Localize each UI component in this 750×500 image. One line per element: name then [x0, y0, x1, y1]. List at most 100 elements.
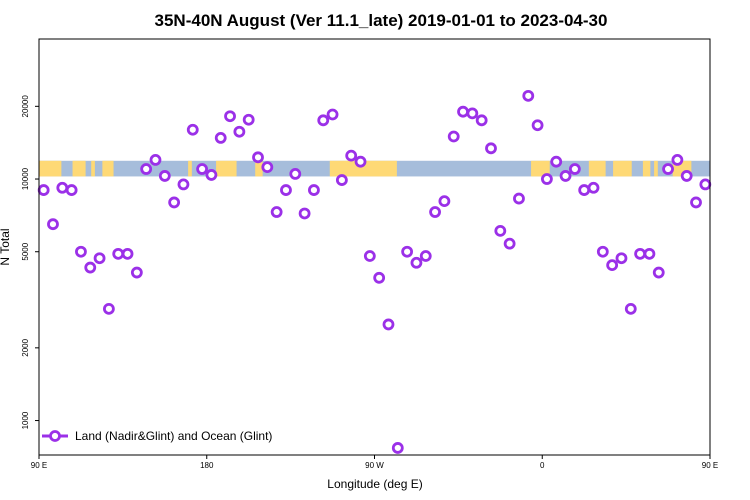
data-points: [37, 89, 712, 454]
x-axis: 90 E 180 90 W 0 90 E: [31, 455, 718, 470]
data-point: [93, 252, 106, 265]
band-land-segment: [531, 160, 550, 177]
surface-band: [39, 160, 710, 177]
x-tick-label: 90 E: [702, 461, 718, 470]
data-point: [37, 184, 50, 196]
legend-marker: [49, 430, 61, 442]
data-point: [634, 247, 647, 260]
data-point: [112, 247, 125, 260]
data-point: [568, 163, 581, 175]
data-point: [513, 192, 525, 205]
data-point: [391, 442, 404, 454]
data-point: [140, 163, 153, 175]
band-land-segment: [329, 160, 397, 177]
band-land-segment: [102, 160, 114, 177]
data-point: [401, 245, 414, 258]
band-land-segment: [642, 160, 651, 177]
band-land-segment: [216, 160, 237, 177]
data-point: [680, 170, 693, 182]
data-point: [177, 178, 190, 191]
data-point: [578, 184, 591, 196]
data-point: [624, 302, 637, 315]
data-point: [261, 161, 274, 174]
data-point: [186, 123, 199, 136]
x-tick-label: 90 E: [31, 461, 47, 470]
data-point: [596, 245, 609, 258]
data-point: [531, 119, 544, 132]
data-point: [643, 247, 656, 260]
data-point: [75, 245, 87, 258]
data-point: [419, 250, 432, 262]
data-point: [308, 184, 320, 196]
data-point: [522, 89, 535, 102]
data-point: [149, 154, 162, 166]
band-land-segment: [588, 160, 606, 177]
data-point: [671, 154, 684, 166]
data-point: [224, 110, 236, 123]
data-point: [373, 271, 386, 284]
data-point: [382, 318, 395, 331]
data-point: [121, 247, 134, 260]
data-point: [205, 169, 218, 181]
plot-frame: [38, 38, 711, 456]
data-point: [699, 178, 712, 191]
data-point: [363, 250, 376, 262]
data-point: [47, 218, 59, 231]
x-tick-label: 180: [200, 461, 214, 470]
data-point: [485, 142, 497, 155]
band-land-segment: [654, 160, 658, 177]
data-point: [466, 107, 479, 120]
y-axis: 1000 2000 5000 10000 20000: [21, 95, 39, 429]
y-axis-label: N Total: [0, 228, 12, 265]
data-point: [429, 206, 441, 218]
data-point: [438, 195, 451, 208]
legend: Land (Nadir&Glint) and Ocean (Glint): [42, 429, 272, 443]
y-tick-label: 2000: [21, 338, 30, 356]
band-land-segment: [72, 160, 86, 177]
chart-title: 35N-40N August (Ver 11.1_late) 2019-01-0…: [155, 11, 608, 30]
data-point: [317, 114, 330, 127]
data-point: [289, 168, 302, 180]
data-point: [410, 256, 423, 269]
data-point: [280, 184, 292, 196]
y-tick-label: 20000: [21, 95, 30, 118]
data-point: [158, 170, 171, 182]
data-point: [56, 181, 69, 194]
y-tick-label: 10000: [21, 167, 30, 190]
data-point: [606, 259, 619, 272]
x-tick-label: 90 W: [365, 461, 384, 470]
data-point: [550, 155, 563, 168]
data-point: [494, 224, 507, 237]
data-point: [298, 207, 311, 220]
data-point: [130, 266, 143, 279]
data-point: [196, 163, 208, 175]
data-point: [690, 196, 702, 209]
x-axis-label: Longitude (deg E): [327, 477, 422, 491]
data-point: [65, 184, 78, 196]
data-point: [84, 261, 97, 274]
data-point: [242, 113, 255, 126]
x-tick-label: 0: [540, 461, 545, 470]
band-land-segment: [91, 160, 95, 177]
band-land-segment: [613, 160, 632, 177]
data-point: [326, 108, 339, 121]
band-land-segment: [255, 160, 263, 177]
data-point: [345, 149, 358, 162]
data-point: [615, 252, 628, 265]
data-point: [541, 173, 553, 185]
y-tick-label: 1000: [21, 411, 30, 429]
data-point: [354, 155, 367, 168]
band-land-segment: [188, 160, 192, 177]
data-point: [652, 266, 665, 279]
data-point: [475, 114, 488, 127]
data-point: [503, 237, 516, 250]
data-point: [168, 196, 181, 209]
band-land-segment: [39, 160, 62, 177]
data-point: [457, 105, 469, 118]
data-point: [102, 302, 115, 315]
data-point: [233, 125, 246, 138]
data-point: [270, 206, 283, 218]
data-point: [214, 132, 227, 144]
data-point: [252, 151, 264, 164]
